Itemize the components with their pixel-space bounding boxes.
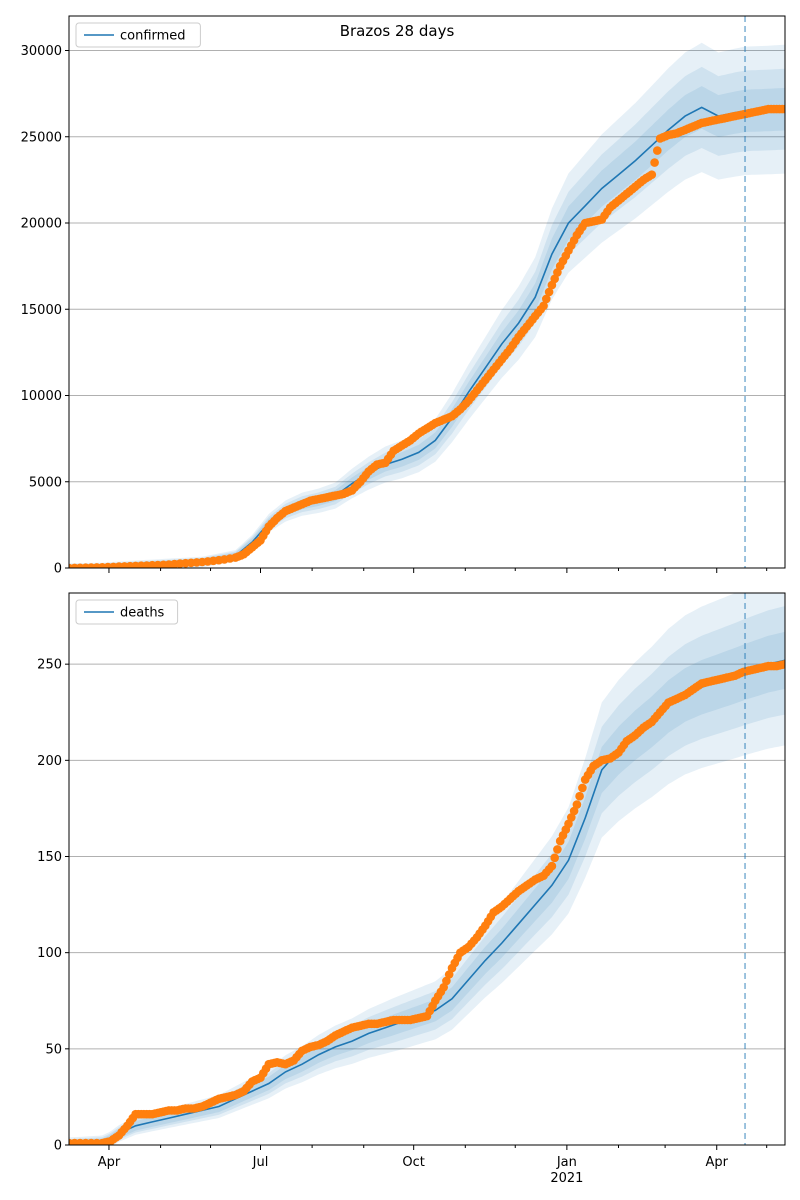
uncertainty-band: [69, 86, 785, 568]
observed-point: [575, 791, 584, 801]
observed-point: [553, 845, 562, 854]
y-tick-label: 200: [37, 754, 62, 769]
uncertainty-band: [69, 66, 785, 568]
observed-point: [780, 659, 785, 669]
y-tick-label: 0: [54, 562, 62, 577]
observed-point: [550, 853, 559, 863]
y-tick-label: 150: [37, 850, 62, 865]
axes-frame: [68, 592, 786, 1146]
y-tick-label: 10000: [21, 389, 62, 404]
x-tick-label: Apr: [98, 1155, 121, 1170]
observed-point: [653, 146, 662, 155]
y-tick-label: 100: [37, 946, 62, 961]
observed-point: [547, 861, 557, 871]
plot-area: [69, 42, 785, 568]
uncertainty-band: [69, 593, 785, 1145]
model-line: [69, 106, 785, 568]
y-tick-label: 0: [54, 1139, 62, 1154]
x-tick-label: Apr: [705, 1155, 728, 1170]
uncertainty-band: [69, 42, 785, 568]
observed-point: [780, 104, 785, 114]
uncertainty-band: [69, 606, 785, 1145]
x-tick-label: Oct: [402, 1155, 424, 1170]
x-tick-label: Jul: [252, 1155, 269, 1170]
x-tick-label: Jan: [556, 1155, 577, 1170]
y-tick-label: 20000: [21, 217, 62, 232]
confirmed-panel: 0 5000 10000 15000 20000 25000 30000 confirmed: [21, 15, 786, 577]
legend-label: deaths: [120, 606, 165, 621]
x-year-label: 2021: [550, 1171, 583, 1186]
observed-point: [578, 783, 587, 793]
plot-area: [69, 593, 785, 1145]
legend: deaths: [75, 599, 179, 625]
observed-point: [539, 301, 548, 311]
legend: confirmed: [75, 22, 201, 48]
y-tick-label: 50: [45, 1042, 62, 1057]
observed-point: [647, 170, 657, 179]
observed-point: [572, 800, 582, 809]
observed-point: [650, 158, 659, 167]
legend-label: confirmed: [120, 29, 186, 44]
axes-frame: [68, 15, 786, 569]
legend-box: [75, 22, 201, 48]
shared-x-axis: Apr Jul Oct Jan Apr 2021: [98, 1155, 729, 1186]
y-tick-label: 25000: [21, 130, 62, 145]
observed-point: [542, 294, 551, 304]
y-tick-label: 250: [37, 658, 62, 673]
deaths-panel: 0 50 100 150 200 250 deaths: [37, 592, 786, 1154]
observed-point: [544, 287, 554, 297]
y-tick-label: 5000: [29, 475, 62, 490]
legend-box: [75, 599, 179, 625]
y-tick-label: 15000: [21, 303, 62, 318]
y-tick-label: 30000: [21, 44, 62, 59]
figure-title: Brazos 28 days: [340, 22, 455, 40]
